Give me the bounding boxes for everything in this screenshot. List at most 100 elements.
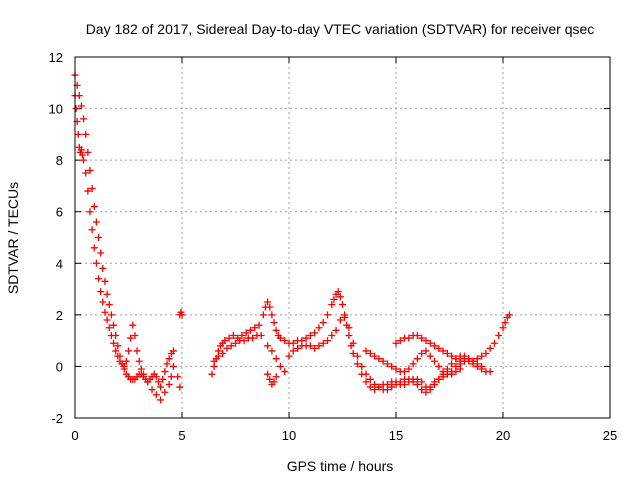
data-point xyxy=(251,324,259,332)
data-point xyxy=(135,357,143,365)
data-point xyxy=(229,331,237,339)
data-point xyxy=(448,352,456,360)
data-point xyxy=(165,380,173,388)
data-point xyxy=(353,360,361,368)
data-point xyxy=(127,334,135,342)
chart-title: Day 182 of 2017, Sidereal Day-to-day VTE… xyxy=(86,21,595,37)
data-point xyxy=(319,339,327,347)
data-point xyxy=(435,375,443,383)
data-point xyxy=(383,386,391,394)
data-point xyxy=(375,383,383,391)
x-tick-label: 5 xyxy=(178,428,185,443)
data-point xyxy=(439,368,447,376)
data-point xyxy=(478,352,486,360)
data-point xyxy=(465,357,473,365)
data-point xyxy=(439,347,447,355)
data-point xyxy=(120,362,128,370)
data-point xyxy=(92,259,100,267)
data-point xyxy=(334,288,342,296)
data-point xyxy=(452,355,460,363)
x-axis-label: GPS time / hours xyxy=(287,458,394,474)
data-point xyxy=(95,234,103,241)
data-point xyxy=(460,355,468,363)
x-tick-label: 15 xyxy=(389,428,403,443)
y-tick-label: 0 xyxy=(56,359,63,374)
data-point xyxy=(178,311,186,319)
data-point xyxy=(82,169,90,177)
data-point xyxy=(110,339,118,347)
data-point xyxy=(345,324,353,332)
data-point xyxy=(405,334,413,342)
data-point xyxy=(255,321,263,329)
data-point xyxy=(78,151,86,159)
data-point xyxy=(294,344,302,352)
y-tick-label: 10 xyxy=(49,102,63,117)
data-point xyxy=(473,362,481,370)
y-tick-label: -2 xyxy=(51,411,63,426)
data-point xyxy=(409,378,417,386)
data-point xyxy=(105,324,113,332)
data-point xyxy=(302,334,310,342)
data-point xyxy=(366,383,374,391)
data-point xyxy=(103,290,111,298)
data-point xyxy=(392,365,400,373)
data-point xyxy=(490,339,498,347)
data-point xyxy=(413,380,421,388)
data-point xyxy=(431,378,439,386)
data-point xyxy=(469,360,477,368)
data-point xyxy=(161,368,169,376)
data-point xyxy=(95,275,103,283)
y-tick-label: 2 xyxy=(56,308,63,323)
data-point xyxy=(396,378,404,386)
data-point xyxy=(324,337,332,345)
data-point xyxy=(495,331,503,339)
data-point xyxy=(362,347,370,355)
data-point xyxy=(257,331,265,339)
data-point xyxy=(214,352,222,360)
data-point xyxy=(80,115,88,123)
data-point xyxy=(426,383,434,391)
data-point xyxy=(240,337,248,345)
y-tick-label: 12 xyxy=(49,50,63,65)
data-point xyxy=(289,347,297,355)
data-point xyxy=(266,303,274,311)
data-point xyxy=(139,370,147,378)
data-point xyxy=(431,342,439,350)
data-point xyxy=(311,329,319,337)
data-point xyxy=(176,383,184,391)
data-point xyxy=(276,362,284,370)
data-point xyxy=(371,352,379,360)
data-point xyxy=(328,331,336,339)
data-point xyxy=(268,347,276,355)
data-point xyxy=(72,105,80,113)
data-point xyxy=(157,396,165,404)
data-point xyxy=(114,352,122,360)
data-point xyxy=(137,365,145,373)
data-point xyxy=(159,375,167,383)
data-point xyxy=(266,375,274,383)
data-point xyxy=(276,334,284,342)
data-point xyxy=(103,316,111,324)
data-point xyxy=(435,362,443,370)
data-point xyxy=(426,352,434,360)
data-point xyxy=(339,301,346,309)
data-point xyxy=(448,370,456,378)
data-point xyxy=(77,102,85,110)
data-point xyxy=(242,329,250,337)
data-point xyxy=(84,148,92,156)
data-point xyxy=(413,355,421,363)
data-point xyxy=(306,331,314,339)
data-point xyxy=(366,375,374,383)
data-point xyxy=(413,331,421,339)
data-point xyxy=(405,365,413,373)
data-point xyxy=(264,298,272,306)
y-tick-label: 6 xyxy=(56,205,63,220)
data-point xyxy=(101,277,109,285)
data-point xyxy=(456,365,464,373)
data-point xyxy=(332,326,340,334)
data-point xyxy=(362,378,370,386)
data-point xyxy=(388,383,396,391)
data-point xyxy=(422,347,430,355)
data-point xyxy=(131,331,139,339)
